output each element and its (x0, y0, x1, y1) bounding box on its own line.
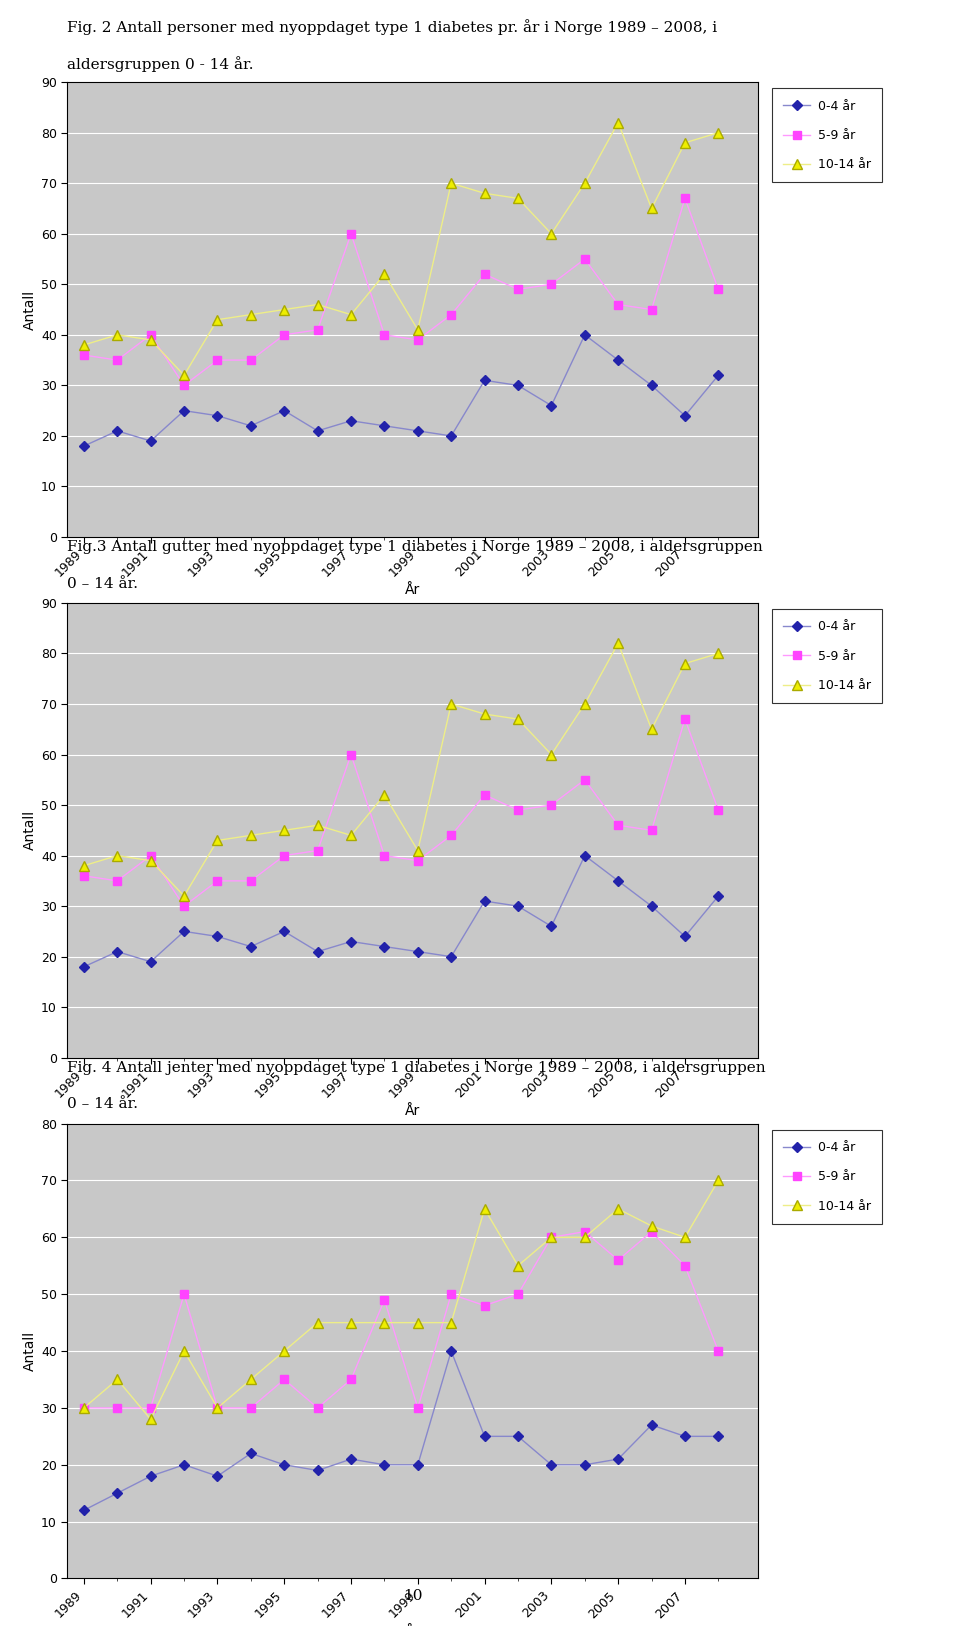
Text: Fig.3 Antall gutter med nyoppdaget type 1 diabetes i Norge 1989 – 2008, i alders: Fig.3 Antall gutter med nyoppdaget type … (67, 540, 763, 554)
Legend: 0-4 år, 5-9 år, 10-14 år: 0-4 år, 5-9 år, 10-14 år (772, 1130, 882, 1224)
Text: aldersgruppen 0 - 14 år.: aldersgruppen 0 - 14 år. (67, 55, 253, 72)
X-axis label: År: År (405, 584, 420, 597)
Y-axis label: Antall: Antall (23, 810, 36, 850)
Text: 0 – 14 år.: 0 – 14 år. (67, 577, 138, 590)
Y-axis label: Antall: Antall (23, 289, 36, 330)
Legend: 0-4 år, 5-9 år, 10-14 år: 0-4 år, 5-9 år, 10-14 år (772, 88, 882, 182)
Text: 10: 10 (403, 1589, 422, 1603)
Y-axis label: Antall: Antall (23, 1332, 36, 1371)
Text: Fig. 2 Antall personer med nyoppdaget type 1 diabetes pr. år i Norge 1989 – 2008: Fig. 2 Antall personer med nyoppdaget ty… (67, 20, 717, 36)
Text: 0 – 14 år.: 0 – 14 år. (67, 1098, 138, 1111)
Legend: 0-4 år, 5-9 år, 10-14 år: 0-4 år, 5-9 år, 10-14 år (772, 610, 882, 702)
Text: Fig. 4 Antall jenter med nyoppdaget type 1 diabetes i Norge 1989 – 2008, i alder: Fig. 4 Antall jenter med nyoppdaget type… (67, 1062, 766, 1075)
X-axis label: År: År (405, 1104, 420, 1119)
